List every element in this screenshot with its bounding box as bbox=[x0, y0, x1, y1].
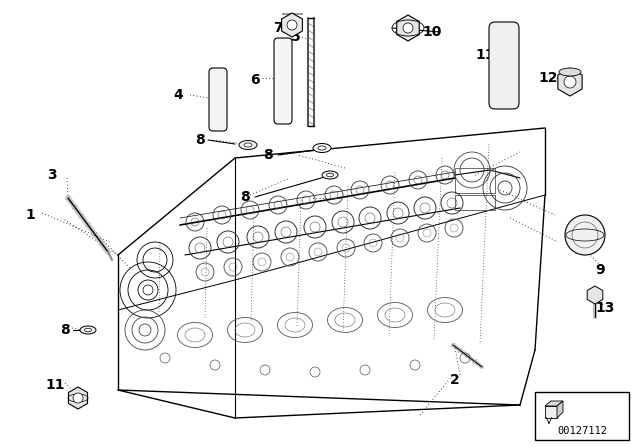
Circle shape bbox=[143, 285, 153, 295]
Circle shape bbox=[73, 393, 83, 403]
Text: 10: 10 bbox=[422, 25, 442, 39]
Ellipse shape bbox=[84, 328, 92, 332]
Text: 3: 3 bbox=[47, 168, 57, 182]
Ellipse shape bbox=[313, 143, 331, 152]
Circle shape bbox=[287, 20, 297, 30]
Text: 9: 9 bbox=[595, 263, 605, 277]
Bar bbox=[455, 195, 495, 210]
Circle shape bbox=[564, 76, 576, 88]
Text: 8: 8 bbox=[195, 133, 205, 147]
FancyBboxPatch shape bbox=[209, 68, 227, 131]
Bar bbox=[535, 392, 629, 440]
FancyBboxPatch shape bbox=[274, 38, 292, 124]
Text: 11: 11 bbox=[45, 378, 65, 392]
Text: 13: 13 bbox=[595, 301, 614, 315]
Polygon shape bbox=[545, 406, 557, 418]
Ellipse shape bbox=[559, 68, 581, 76]
Text: 8: 8 bbox=[60, 323, 70, 337]
Text: 4: 4 bbox=[173, 88, 183, 102]
Text: 8: 8 bbox=[263, 148, 273, 162]
Circle shape bbox=[565, 215, 605, 255]
Text: 11: 11 bbox=[476, 48, 495, 62]
Text: 2: 2 bbox=[450, 373, 460, 387]
Text: 5: 5 bbox=[291, 30, 301, 44]
Ellipse shape bbox=[80, 326, 96, 334]
Bar bbox=[455, 168, 495, 193]
Text: 00127112: 00127112 bbox=[557, 426, 607, 436]
Ellipse shape bbox=[322, 171, 338, 179]
Text: 1: 1 bbox=[25, 208, 35, 222]
FancyBboxPatch shape bbox=[489, 22, 519, 109]
Polygon shape bbox=[545, 401, 563, 406]
Ellipse shape bbox=[318, 146, 326, 150]
Text: 8: 8 bbox=[240, 190, 250, 204]
Ellipse shape bbox=[244, 143, 252, 147]
Text: 6: 6 bbox=[250, 73, 260, 87]
Text: 12: 12 bbox=[538, 71, 557, 85]
Text: 7: 7 bbox=[273, 21, 283, 35]
Polygon shape bbox=[557, 401, 563, 418]
Circle shape bbox=[403, 23, 413, 33]
Ellipse shape bbox=[239, 141, 257, 150]
Ellipse shape bbox=[326, 173, 333, 177]
